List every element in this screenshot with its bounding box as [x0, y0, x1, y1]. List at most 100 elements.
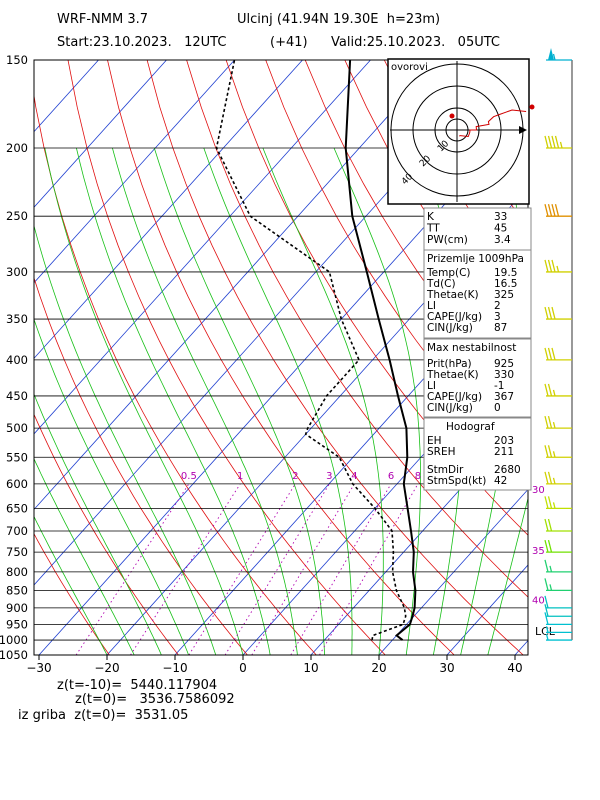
wind-barb-full [547, 539, 553, 553]
index-surface-value: 2 [494, 300, 501, 312]
index-unstable-value: 925 [494, 358, 514, 370]
index-basic-value: 45 [494, 223, 507, 235]
wind-barb-full [544, 306, 549, 320]
wind-barb-full [544, 135, 549, 149]
pressure-tick-label: 400 [6, 353, 28, 367]
wind-barb-full [544, 383, 549, 397]
wind-barb [544, 135, 572, 149]
pressure-tick-label: 650 [6, 501, 28, 515]
wind-barb [544, 612, 572, 626]
moist-adiabat [34, 224, 217, 655]
wind-barb-full [554, 135, 560, 149]
wind-barb-half [552, 502, 556, 509]
pressure-tick-label: 450 [6, 389, 28, 403]
wind-barb-full [544, 595, 549, 609]
hodograph-arrow [519, 126, 527, 134]
pressure-tick-label: 300 [6, 265, 28, 279]
wind-barb-full [544, 612, 549, 625]
index-unstable-label: CAPE(J/kg) [427, 391, 482, 403]
index-surface-value: 16.5 [494, 278, 517, 290]
isotherm [34, 60, 439, 511]
index-surface-value: 87 [494, 322, 507, 334]
index-basic-label: PW(cm) [427, 234, 468, 246]
wind-barb-full [544, 578, 549, 591]
wind-barb [544, 578, 572, 592]
wind-barb [544, 445, 572, 458]
wind-barb-full [547, 518, 553, 532]
wind-barb-half [549, 584, 553, 591]
mixing-ratio-line [188, 483, 296, 655]
temperature-profile [344, 60, 417, 641]
wind-barb [545, 633, 572, 641]
wind-barb [546, 48, 572, 61]
mixing-ratio-label: 6 [388, 471, 394, 482]
moist-adiabat [203, 147, 353, 655]
index-surface-label: Td(C) [426, 278, 456, 290]
start-time: Start:23.10.2023. 12UTC [57, 35, 227, 50]
moist-adiabat [34, 515, 108, 655]
isotherm [34, 60, 235, 284]
moist-adiabat [333, 147, 421, 655]
temperature-tick-label: −10 [162, 661, 187, 675]
dry-adiabat [34, 93, 317, 655]
wind-barb [544, 595, 572, 609]
pressure-tick-label: 900 [6, 601, 28, 615]
moist-adiabat [153, 147, 325, 655]
temperature-tick-label: 40 [507, 661, 522, 675]
wind-barb-full [547, 471, 553, 485]
index-surface-label: LI [427, 300, 436, 312]
right-scale-label: 30 [532, 485, 545, 496]
temperature-tick-label: 30 [439, 661, 454, 675]
right-scale-label: 35 [532, 546, 545, 557]
pressure-tick-label: 600 [6, 477, 28, 491]
mixing-ratio-line [251, 483, 355, 655]
index-hodo-value: 211 [494, 446, 514, 458]
index-unstable-value: 367 [494, 391, 514, 403]
wind-barb-full [551, 306, 556, 320]
wind-barb-full [554, 204, 560, 217]
index-basic-label: K [427, 211, 435, 223]
index-surface-label: Temp(C) [426, 267, 471, 279]
hodograph-trace [458, 109, 527, 138]
wind-barb [544, 604, 572, 617]
hodograph-frame [387, 58, 530, 205]
moist-adiabat [44, 147, 244, 655]
wind-barb [544, 539, 572, 553]
wind-barb [544, 471, 572, 485]
wind-barb-half [552, 451, 556, 458]
wind-barb-full [551, 204, 556, 217]
moist-adiabat [112, 147, 298, 655]
isotherm [106, 186, 528, 655]
height-m10: z(t=-10)= 5440.117904 [57, 678, 218, 693]
hodograph-title: ovorovi [391, 62, 428, 73]
wind-barb-full [544, 204, 549, 217]
temperature-tick-label: 10 [303, 661, 318, 675]
mixing-ratio-label: 8 [415, 471, 421, 482]
temperature-tick-label: −20 [94, 661, 119, 675]
wind-barb-full [544, 445, 549, 458]
index-unstable-value: 0 [494, 402, 501, 414]
index-surface-label: CIN(J/kg) [427, 322, 473, 334]
right-scale-label: 40 [532, 595, 545, 606]
height-grib: iz griba z(t=0)= 3531.05 [18, 708, 189, 723]
wind-barb-full [547, 415, 553, 429]
pressure-tick-label: 1050 [0, 648, 28, 662]
lcl-label: LCL [535, 625, 556, 638]
wind-barb-full [544, 539, 549, 553]
wind-barb [544, 415, 572, 429]
unstable-title: Max nestabilnost [427, 342, 516, 354]
pressure-tick-label: 850 [6, 583, 28, 597]
wind-barb [544, 383, 572, 397]
pressure-tick-label: 200 [6, 141, 28, 155]
temperature-tick-label: −30 [26, 661, 51, 675]
wind-barb-half [552, 53, 556, 61]
mixing-ratio-line [319, 483, 419, 655]
dewpoint-profile [215, 60, 407, 641]
moist-adiabat [262, 147, 384, 655]
wind-barb-half [552, 389, 556, 397]
pressure-tick-label: 500 [6, 421, 28, 435]
wind-barb-half [549, 565, 553, 573]
wind-barb [544, 347, 572, 361]
wind-barb-full [544, 471, 549, 485]
